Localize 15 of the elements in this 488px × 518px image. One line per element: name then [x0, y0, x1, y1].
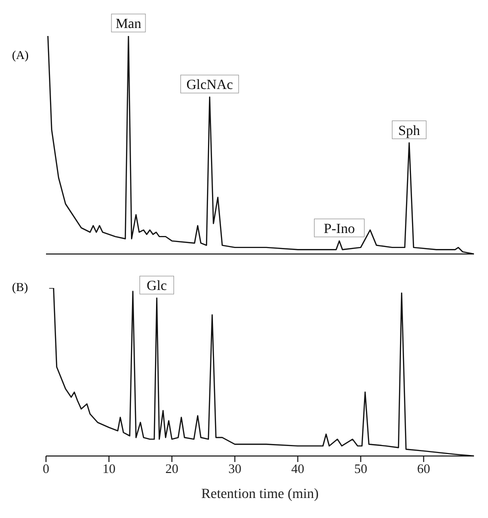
annotation: GlcNAc	[186, 78, 233, 94]
x-tick-label: 50	[354, 461, 368, 476]
x-axis-title: Retention time (min)	[201, 487, 320, 502]
annotation: Sph	[398, 124, 420, 139]
x-tick-label: 0	[42, 461, 50, 476]
x-tick-label: 30	[228, 461, 242, 476]
chart-title: (B)	[12, 280, 28, 295]
annotation: P-Ino	[324, 222, 355, 237]
x-tick-label: 40	[291, 461, 304, 476]
annotation: Glc	[146, 279, 167, 294]
x-tick-label: 10	[102, 461, 116, 476]
x-tick-label: 20	[165, 461, 178, 476]
text: (A)	[12, 48, 29, 63]
annotation: Man	[116, 17, 142, 32]
x-tick-label: 60	[417, 461, 430, 476]
